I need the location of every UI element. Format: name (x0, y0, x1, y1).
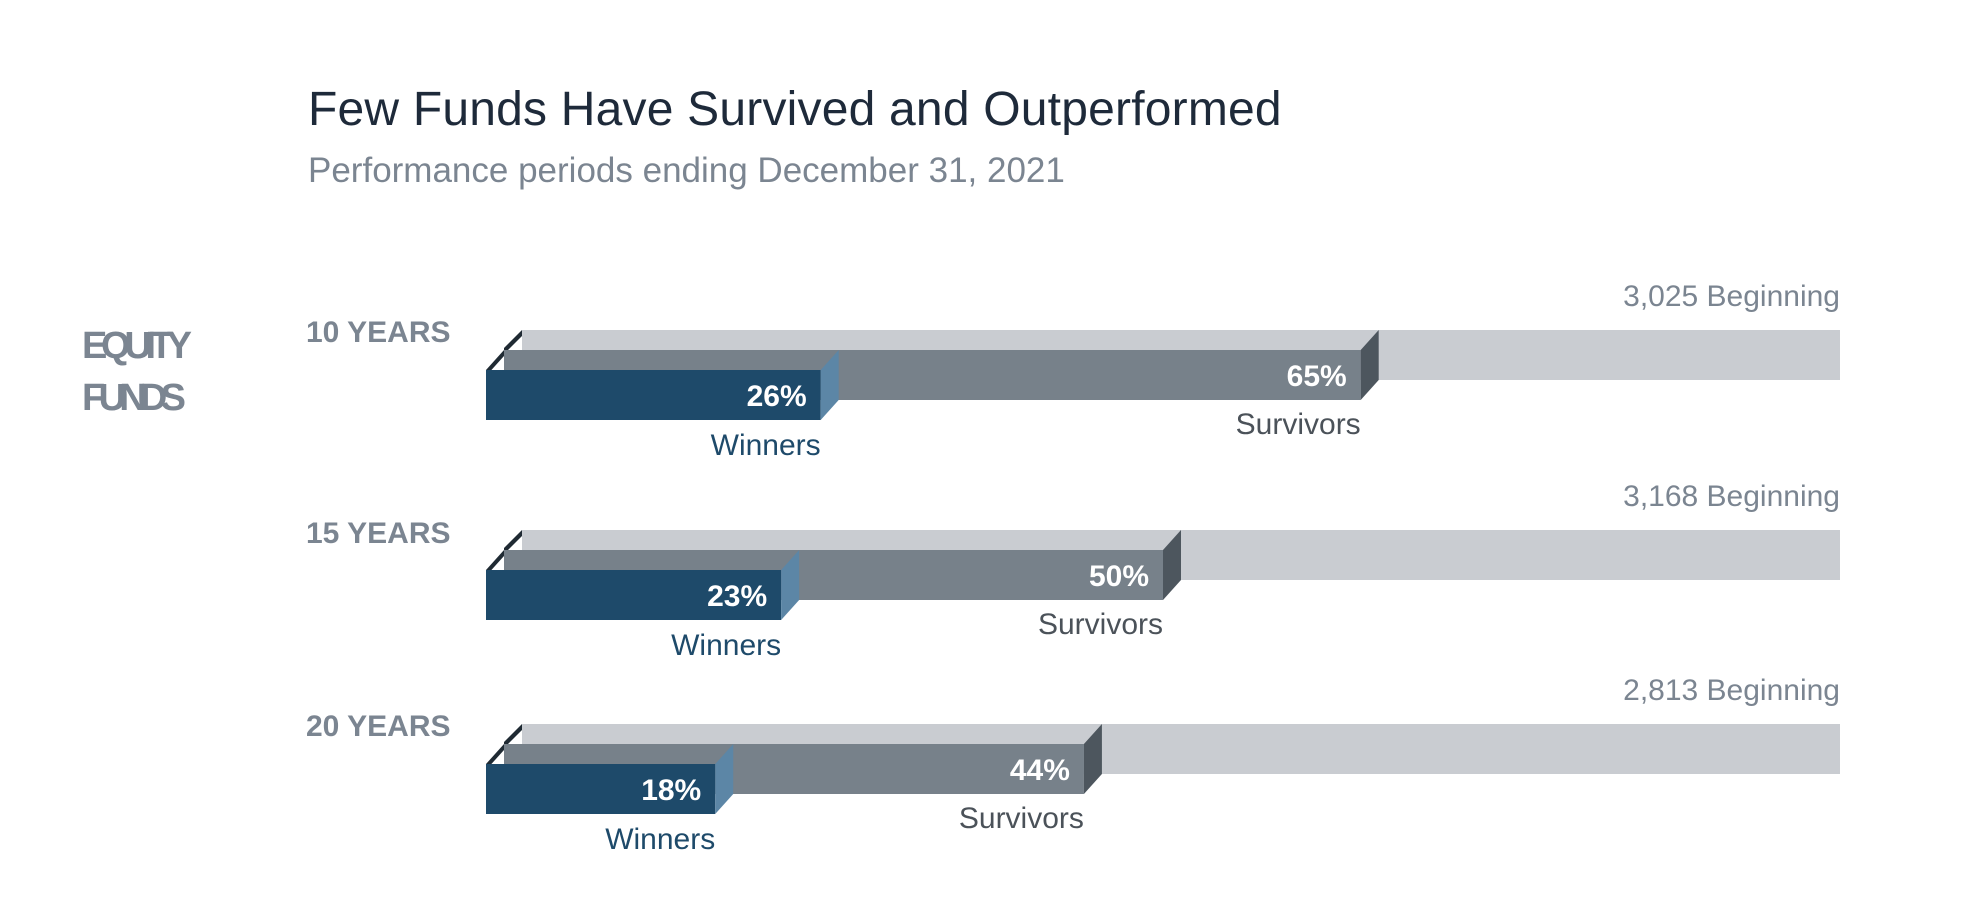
beginning-label: 3,168 Beginning (1623, 480, 1840, 513)
survivors-bar-side (1083, 724, 1102, 794)
winners-bar (486, 570, 782, 620)
beginning-corner (504, 330, 522, 354)
survivors-corner (486, 550, 504, 576)
chart-title: Few Funds Have Survived and Outperformed (308, 83, 1282, 136)
beginning-corner (504, 530, 522, 554)
row-label: 10 YEARS (306, 316, 451, 349)
row-label: 15 YEARS (306, 517, 451, 550)
winners-bar (486, 370, 821, 420)
group-label-line: FUNDS (82, 377, 186, 419)
survivors-caption: Survivors (959, 802, 1084, 835)
winners-value-label: 26% (747, 380, 807, 413)
survivors-corner (486, 350, 504, 376)
beginning-label: 3,025 Beginning (1623, 280, 1840, 313)
winners-bar-side (781, 550, 800, 620)
winners-bar-side (715, 744, 734, 814)
winners-bar (486, 764, 716, 814)
survivors-caption: Survivors (1236, 408, 1361, 441)
winners-caption: Winners (671, 629, 781, 662)
survivors-value-label: 44% (1010, 754, 1070, 787)
survivors-value-label: 50% (1089, 560, 1149, 593)
beginning-label: 2,813 Beginning (1623, 674, 1840, 707)
chart-header: Few Funds Have Survived and Outperformed… (308, 82, 1282, 191)
survivors-corner (486, 744, 504, 770)
survivors-value-label: 65% (1287, 360, 1347, 393)
beginning-corner (504, 724, 522, 748)
winners-caption: Winners (711, 429, 821, 462)
row-label: 20 YEARS (306, 710, 451, 743)
survivors-bar-side (1360, 330, 1379, 400)
survivors-bar-side (1163, 530, 1181, 600)
winners-caption: Winners (605, 823, 715, 856)
group-label-line: EQUITY (82, 325, 192, 367)
survivors-caption: Survivors (1038, 608, 1163, 641)
winners-value-label: 23% (707, 580, 767, 613)
winners-value-label: 18% (641, 774, 701, 807)
chart-subtitle: Performance periods ending December 31, … (308, 151, 1065, 190)
winners-bar-side (820, 350, 839, 420)
